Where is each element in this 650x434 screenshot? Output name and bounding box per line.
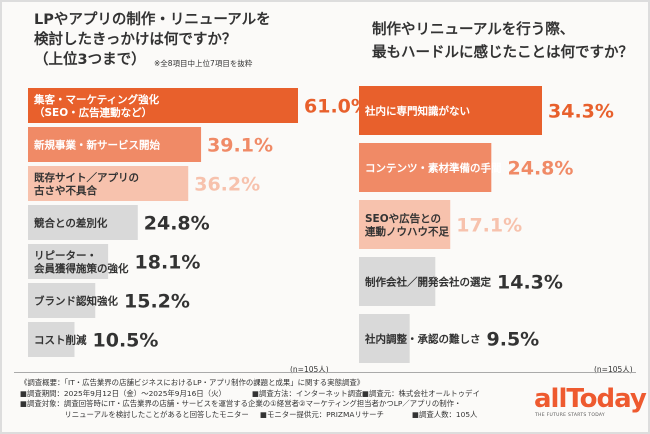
survey-organizer: ■調査元：株式会社オールトゥデイ [362,388,480,398]
right-category-label-5: 社内調整・承認の難しさ [364,333,481,346]
survey-line-4: リニューアルを検討したことがあると回答したモニター ■モニター提供元：PRIZM… [20,410,540,421]
right-title-line-2: 最もハードルに感じたことは何ですか？ [372,45,633,61]
left-title-line-1: LPやアプリの制作・リニューアルを [34,12,271,28]
left-category-label-3: 既存サイト／アプリの古さや不具合 [34,171,139,197]
left-category-label-7: コスト削減 [34,334,87,347]
logo-tagline: THE FUTURE STARTS TODAY [535,413,605,418]
left-category-label-2: 新規事業・新サービス開始 [34,139,160,152]
left-bar-3 [28,166,189,201]
survey-monitor: ■モニター提供元：PRIZMAリサーチ [260,409,384,419]
right-bar-2 [359,143,492,192]
right-title-line-1: 制作やリニューアルを行う際、 [372,22,575,38]
survey-count: ■調査人数：105人 [412,409,478,419]
right-bar-1 [359,86,542,135]
left-chart-note: ※全8項目中上位7項目を抜粋 [154,59,253,68]
left-category-label-6: ブランド認知強化 [34,295,118,308]
right-chart-title: 制作やリニューアルを行う際、 最もハードルに感じたことは何ですか？ [372,19,642,65]
logo-wordmark: allToday [534,384,647,414]
right-bar-5 [359,314,410,363]
left-value-label-4: 24.8% [144,213,210,235]
right-category-label-3: SEOや広告との連動ノウハウ不足 [365,212,449,238]
left-category-label-4: 競合との差別化 [34,217,108,230]
right-value-label-5: 9.5% [487,329,540,351]
right-category-label-4: 制作会社／開発会社の選定 [365,276,491,289]
alltoday-logo: allToday THE FUTURE STARTS TODAY [534,384,647,418]
right-category-label-1: 社内に専門知識がない [364,105,470,118]
right-value-label-1: 34.3% [548,101,614,123]
right-bar-3 [359,200,451,249]
left-value-label-5: 18.1% [135,252,201,274]
footer-divider [14,372,636,373]
left-title-line-3: （上位3つまで） [34,52,146,68]
survey-line-2: ■調査期間：2025年9月12日（金）〜2025年9月16日（火） ■調査方法：… [20,389,540,400]
survey-method: ■調査方法：インターネット調査 [252,388,363,398]
survey-period: ■調査期間：2025年9月12日（金）〜2025年9月16日（火） [20,388,226,398]
left-category-label-1: 集客・マーケティング強化（SEO・広告連動など） [33,93,160,119]
right-value-label-2: 24.8% [508,158,574,180]
left-bar-6 [28,283,96,318]
left-bar-2 [28,127,202,162]
survey-target-cont: リニューアルを検討したことがあると回答したモニター [20,409,249,419]
left-sample-size: (n=105人) [290,365,329,374]
left-value-label-6: 15.2% [124,291,190,313]
right-category-label-2: コンテンツ・素材準備の手間 [365,162,502,175]
right-bar-4 [359,257,436,306]
survey-overview: 《調査概要：「IT・広告業界の店舗ビジネスにおけるLP・アプリ制作の課題と成果」… [20,378,540,420]
left-bar-4 [28,205,138,240]
survey-line-3: ■調査対象：調査回答時にIT・広告業界の店舗・サービスを運営する企業の①経営者②… [20,399,462,409]
left-bar-5 [28,244,109,279]
right-value-label-4: 14.3% [497,272,563,294]
left-value-label-3: 36.2% [194,174,260,196]
left-bar-7 [28,322,75,357]
left-chart-title: LPやアプリの制作・リニューアルを 検討したきっかけは何ですか？ （上位3つまで… [34,10,304,70]
left-category-label-5: リピーター・会員獲得施策の強化 [34,250,129,275]
left-value-label-7: 10.5% [93,330,159,352]
right-sample-size: (n=105人) [594,365,633,374]
left-value-label-1: 61.0% [304,96,370,118]
left-value-label-2: 39.1% [207,135,273,157]
left-bar-1 [28,88,298,123]
right-value-label-3: 17.1% [456,215,522,237]
survey-line-1: 《調査概要：「IT・広告業界の店舗ビジネスにおけるLP・アプリ制作の課題と成果」… [20,378,365,387]
left-title-line-2: 検討したきっかけは何ですか？ [34,32,237,48]
